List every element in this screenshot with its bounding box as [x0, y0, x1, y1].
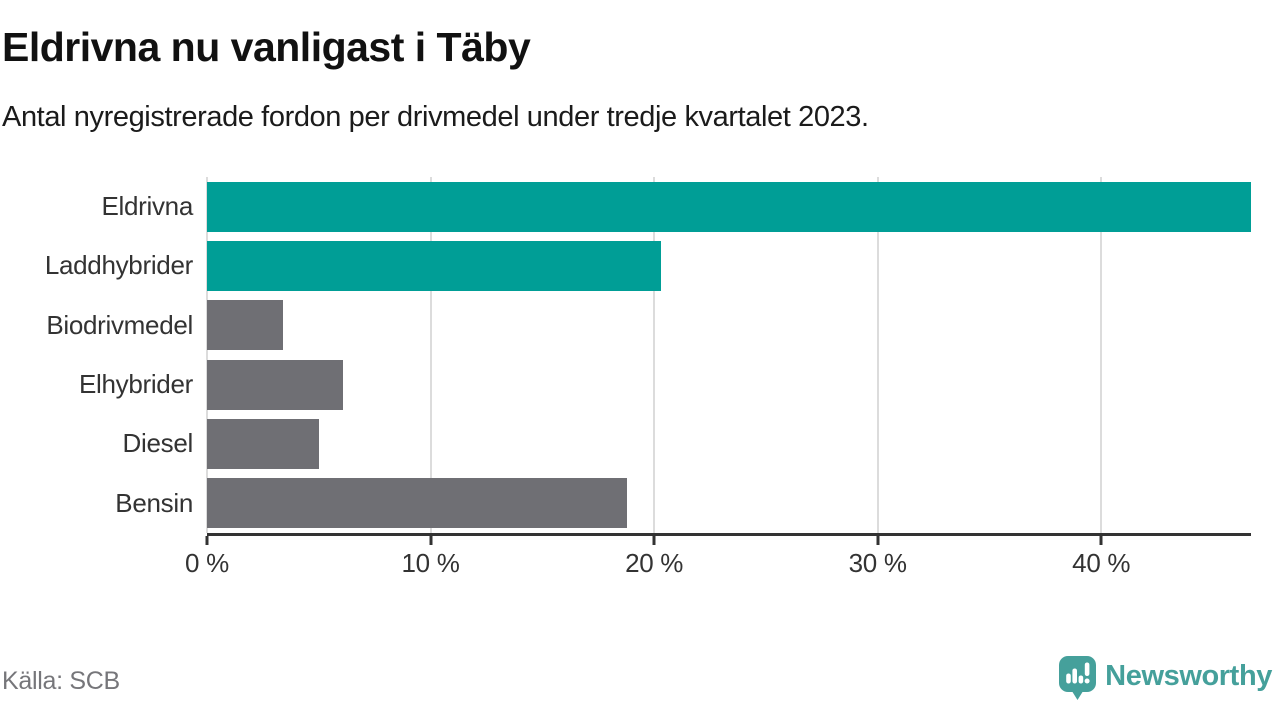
plot-area: [206, 177, 1251, 533]
newsworthy-logo: Newsworthy: [1059, 656, 1272, 701]
gridline-40: [1100, 177, 1103, 533]
bar-bensin: [207, 478, 628, 529]
category-label-biodrivmedel: Biodrivmedel: [46, 309, 193, 340]
bar-laddhybrider: [207, 241, 661, 291]
gridline-10: [429, 177, 432, 533]
tick-mark-20: [652, 536, 656, 545]
gridline-20: [653, 177, 656, 533]
category-label-laddhybrider: Laddhybrider: [44, 250, 193, 281]
tick-label-20: 20 %: [625, 548, 684, 578]
bar-eldrivna: [207, 181, 1251, 232]
category-labels: Eldrivna Laddhybrider Biodrivmedel Elhybrid…: [0, 177, 193, 533]
tick-label-0: 0 %: [185, 548, 229, 578]
bar-elhybrider: [207, 359, 344, 410]
x-axis: 0 % 10 % 20 % 30 % 40 %: [185, 533, 1251, 583]
x-axis-line: [207, 533, 1251, 536]
tick-mark-40: [1099, 536, 1103, 545]
newsworthy-bubble-chart-icon: [1059, 656, 1097, 700]
source-note: Källa: SCB: [2, 667, 120, 695]
chart-title: Eldrivna nu vanligast i Täby: [2, 24, 531, 70]
category-label-elhybrider: Elhybrider: [78, 369, 193, 400]
tick-label-30: 30 %: [848, 548, 907, 578]
tick-label-10: 10 %: [401, 548, 460, 578]
chart-subtitle: Antal nyregistrerade fordon per drivmede…: [2, 101, 869, 133]
newsworthy-logo-text: Newsworthy: [1105, 660, 1272, 692]
tick-mark-10: [429, 536, 433, 545]
bar-biodrivmedel: [207, 300, 283, 351]
category-label-eldrivna: Eldrivna: [101, 191, 193, 222]
category-label-bensin: Bensin: [115, 487, 193, 518]
gridline-30: [876, 177, 879, 533]
gridline-0: [206, 177, 208, 533]
category-label-diesel: Diesel: [122, 428, 194, 459]
tick-mark-0: [205, 536, 209, 545]
tick-mark-30: [876, 536, 880, 545]
bar-diesel: [207, 419, 319, 469]
tick-label-40: 40 %: [1072, 548, 1131, 578]
